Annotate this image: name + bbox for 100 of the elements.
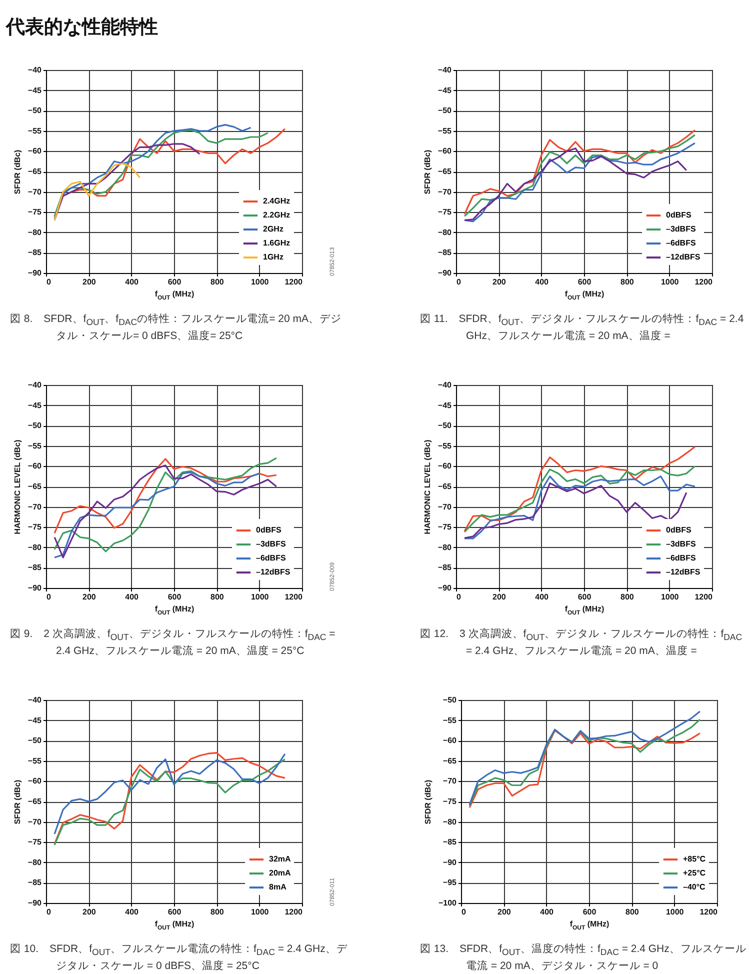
- legend-label: 0dBFS: [666, 210, 692, 220]
- y-tick-label: −50: [28, 421, 42, 430]
- y-tick-label: −40: [28, 380, 42, 390]
- x-tick-label: 0: [456, 278, 462, 286]
- x-tick-label: 1200: [700, 908, 718, 916]
- y-tick-label: −70: [28, 502, 42, 512]
- y-tick-label: −90: [442, 858, 458, 867]
- y-tick-label: −80: [438, 228, 452, 237]
- y-tick-label: −65: [442, 756, 458, 766]
- legend-label: 20mA: [269, 868, 292, 878]
- legend-label: 2GHz: [263, 224, 284, 234]
- x-tick-label: 600: [578, 592, 592, 602]
- chart-title: 図 10. SFDR、f$_{OUT}$、フルスケール電流の特性：f$_{DAC}$ = 2.4 GHz、デジタル・スケール = 0 dBFS、温度 = 25°C: [10, 943, 348, 972]
- text: 代表的な性能特性: [6, 16, 158, 40]
- x-tick-label: 200: [82, 908, 96, 916]
- x-tick-label: 1200: [284, 908, 304, 916]
- y-tick-label: −70: [28, 817, 42, 826]
- y-tick-label: −75: [28, 208, 42, 217]
- y-axis-title: SFDR (dBc): [12, 149, 22, 194]
- y-tick-label: −80: [438, 542, 452, 552]
- x-tick-label: 400: [125, 278, 140, 286]
- chart-title: 図 11. SFDR、f$_{OUT}$、デジタル・フルスケールの特性：f$_{DAC}$ = 2.4 GHz、フルスケール電流 = 20 mA、温度 =: [420, 313, 744, 342]
- y-tick-label: −70: [438, 502, 452, 512]
- y-tick-label: −85: [438, 248, 452, 258]
- y-tick-label: −45: [28, 400, 42, 410]
- y-tick-label: −85: [28, 248, 42, 258]
- legend-label: 32mA: [269, 854, 292, 864]
- x-tick-label: 200: [82, 278, 96, 286]
- legend-label: +25°C: [683, 868, 706, 878]
- x-tick-label: 600: [168, 278, 182, 286]
- legend-label: –6dBFS: [666, 554, 696, 562]
- x-axis-title: f$_{OUT}$ (MHz): [570, 920, 610, 932]
- x-tick-label: 800: [210, 592, 224, 602]
- y-tick-label: −90: [28, 584, 42, 592]
- legend-label: –12dBFS: [256, 568, 291, 576]
- legend-label: +85°C: [683, 854, 706, 864]
- y-tick-label: −85: [438, 563, 452, 572]
- y-tick-label: −50: [442, 696, 458, 704]
- y-tick-label: −70: [438, 187, 452, 196]
- x-tick-label: 200: [492, 278, 506, 286]
- y-tick-label: −55: [438, 441, 452, 450]
- y-tick-label: −80: [28, 228, 42, 237]
- y-tick-label: −85: [28, 878, 42, 888]
- x-tick-label: 1000: [660, 278, 680, 286]
- y-tick-label: −60: [442, 736, 458, 746]
- x-axis-title: f$_{OUT}$ (MHz): [154, 290, 194, 302]
- y-tick-label: −55: [438, 126, 452, 136]
- y-tick-label: −70: [442, 776, 458, 786]
- y-tick-label: −85: [442, 838, 458, 847]
- y-tick-label: −70: [28, 187, 42, 196]
- line-series: [464, 465, 696, 533]
- y-tick-label: −85: [28, 563, 42, 572]
- x-tick-label: 0: [46, 592, 52, 602]
- x-tick-label: 1000: [250, 278, 270, 286]
- y-tick-label: −60: [28, 776, 42, 786]
- legend-label: –3dBFS: [256, 540, 286, 548]
- legend-label: 2.4GHz: [263, 196, 290, 206]
- x-axis-title: f$_{OUT}$ (MHz): [564, 290, 604, 302]
- y-tick-label: −50: [438, 106, 452, 116]
- x-tick-label: 1000: [666, 908, 684, 916]
- x-axis-title: f$_{OUT}$ (MHz): [154, 920, 194, 932]
- legend-label: 0dBFS: [256, 526, 282, 534]
- y-tick-label: −65: [28, 797, 42, 806]
- x-tick-label: 600: [578, 278, 592, 286]
- line-series: [54, 162, 141, 222]
- y-axis-title: SFDR (dBc): [423, 779, 432, 824]
- x-tick-label: 1200: [284, 278, 304, 286]
- y-tick-label: −90: [438, 268, 452, 278]
- x-tick-label: 400: [540, 908, 554, 916]
- x-tick-label: 600: [168, 908, 182, 916]
- x-tick-label: 0: [462, 908, 466, 916]
- y-tick-label: −45: [438, 86, 452, 95]
- y-tick-label: −65: [28, 167, 42, 176]
- x-tick-label: 0: [46, 908, 52, 916]
- y-tick-label: −45: [438, 400, 452, 410]
- y-tick-label: −55: [28, 126, 42, 136]
- x-tick-label: 200: [492, 592, 506, 602]
- legend-label: –12dBFS: [666, 252, 701, 262]
- y-tick-label: −60: [28, 146, 42, 156]
- y-tick-label: −45: [28, 716, 42, 725]
- y-tick-label: −80: [28, 542, 42, 552]
- x-tick-label: 400: [535, 278, 550, 286]
- x-tick-label: 400: [535, 592, 550, 602]
- y-tick-label: −75: [28, 838, 42, 847]
- y-tick-label: −60: [438, 146, 452, 156]
- y-tick-label: −55: [28, 441, 42, 450]
- y-tick-label: −75: [438, 522, 452, 532]
- text: 図 8. SFDR、f$_{OUT}$、f$_{DAC}$の特性：フルスケール電流= 20 mA、デジタル・スケール= 0 dBFS、温度= 25°C: [9, 312, 342, 344]
- legend-label: –3dBFS: [666, 224, 696, 234]
- y-tick-label: −95: [442, 878, 458, 888]
- x-tick-label: 600: [582, 908, 597, 916]
- y-tick-label: −50: [438, 421, 452, 430]
- x-tick-label: 200: [497, 908, 512, 916]
- x-tick-label: 1200: [694, 592, 714, 602]
- legend-label: –6dBFS: [666, 238, 696, 248]
- y-tick-label: −75: [442, 797, 458, 806]
- y-axis-title: SFDR (dBc): [12, 779, 22, 824]
- x-tick-label: 0: [456, 592, 462, 602]
- y-axis-title: HARMONIC LEVEL (dBc): [12, 439, 22, 534]
- x-tick-label: 800: [210, 908, 224, 916]
